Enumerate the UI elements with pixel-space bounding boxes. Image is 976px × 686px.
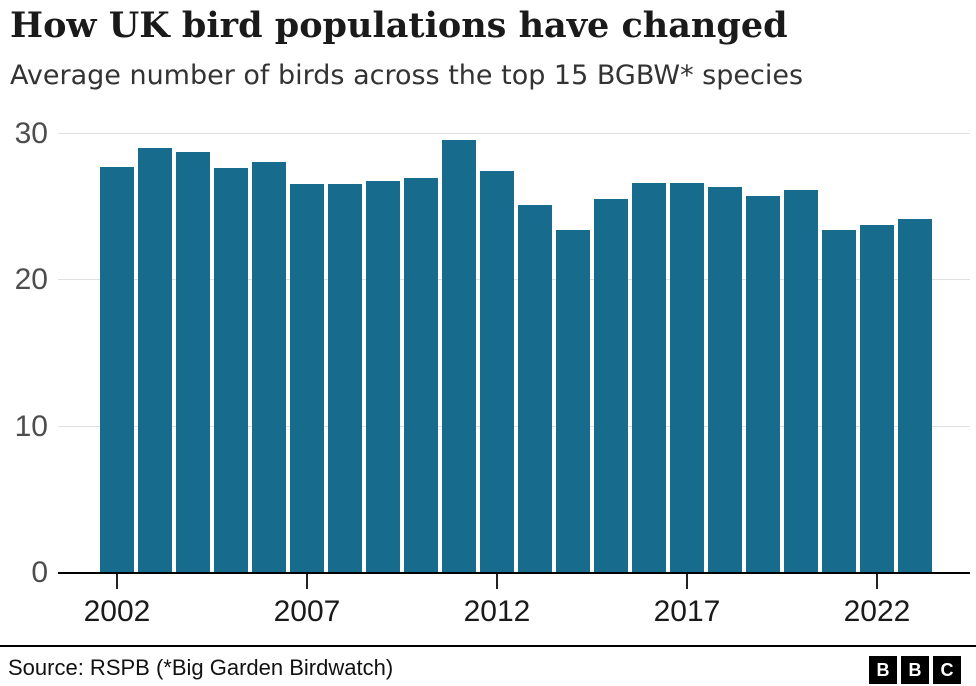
x-axis-line <box>58 572 970 574</box>
bar-2022 <box>860 225 894 572</box>
y-axis-label-0: 0 <box>31 556 48 589</box>
footer-divider <box>0 645 976 647</box>
bar-2008 <box>328 184 362 572</box>
page-title: How UK bird populations have changed <box>10 5 788 46</box>
x-axis-label-2022: 2022 <box>843 595 911 628</box>
bar-2004 <box>176 152 210 572</box>
bbc-logo-letter-3: C <box>933 656 961 684</box>
bar-2003 <box>138 147 172 572</box>
bbc-logo-letter-1: B <box>869 656 897 684</box>
bar-2005 <box>214 168 248 572</box>
bar-2021 <box>822 229 856 572</box>
bar-2013 <box>518 204 552 572</box>
x-axis-label-2007: 2007 <box>273 595 341 628</box>
x-axis-label-2012: 2012 <box>463 595 531 628</box>
bar-2015 <box>594 198 628 572</box>
bar-2011 <box>442 140 476 572</box>
gridline-20 <box>58 279 970 281</box>
x-tick-2007 <box>306 574 308 589</box>
bbc-logo-letter-2: B <box>901 656 929 684</box>
gridline-10 <box>58 425 970 427</box>
bar-2020 <box>784 190 818 572</box>
y-axis-label-20: 20 <box>14 263 48 297</box>
bar-2009 <box>366 181 400 572</box>
bar-2023 <box>898 219 932 572</box>
bar-chart: 0 10 20 30 2002 2007 2012 2017 2022 <box>14 117 970 628</box>
bar-2017 <box>670 182 704 572</box>
x-tick-2017 <box>686 574 688 589</box>
x-axis-label-2017: 2017 <box>653 595 721 628</box>
bar-2016 <box>632 182 666 572</box>
bar-2007 <box>290 184 324 572</box>
y-axis-label-30: 30 <box>14 117 48 150</box>
x-tick-2022 <box>876 574 878 589</box>
bar-2002 <box>100 166 134 572</box>
gridline-30 <box>58 133 970 134</box>
bar-2012 <box>480 171 514 572</box>
bar-2018 <box>708 187 742 572</box>
bar-2014 <box>556 229 590 572</box>
y-axis-label-10: 10 <box>14 409 48 443</box>
x-axis-label-2002: 2002 <box>83 595 151 628</box>
source-caption: Source: RSPB (*Big Garden Birdwatch) <box>8 655 394 680</box>
bar-2019 <box>746 195 780 572</box>
x-tick-2012 <box>496 574 498 589</box>
bar-2006 <box>252 162 286 572</box>
x-tick-2002 <box>116 574 118 589</box>
bar-2010 <box>404 178 438 572</box>
page-subtitle: Average number of birds across the top 1… <box>10 60 804 91</box>
